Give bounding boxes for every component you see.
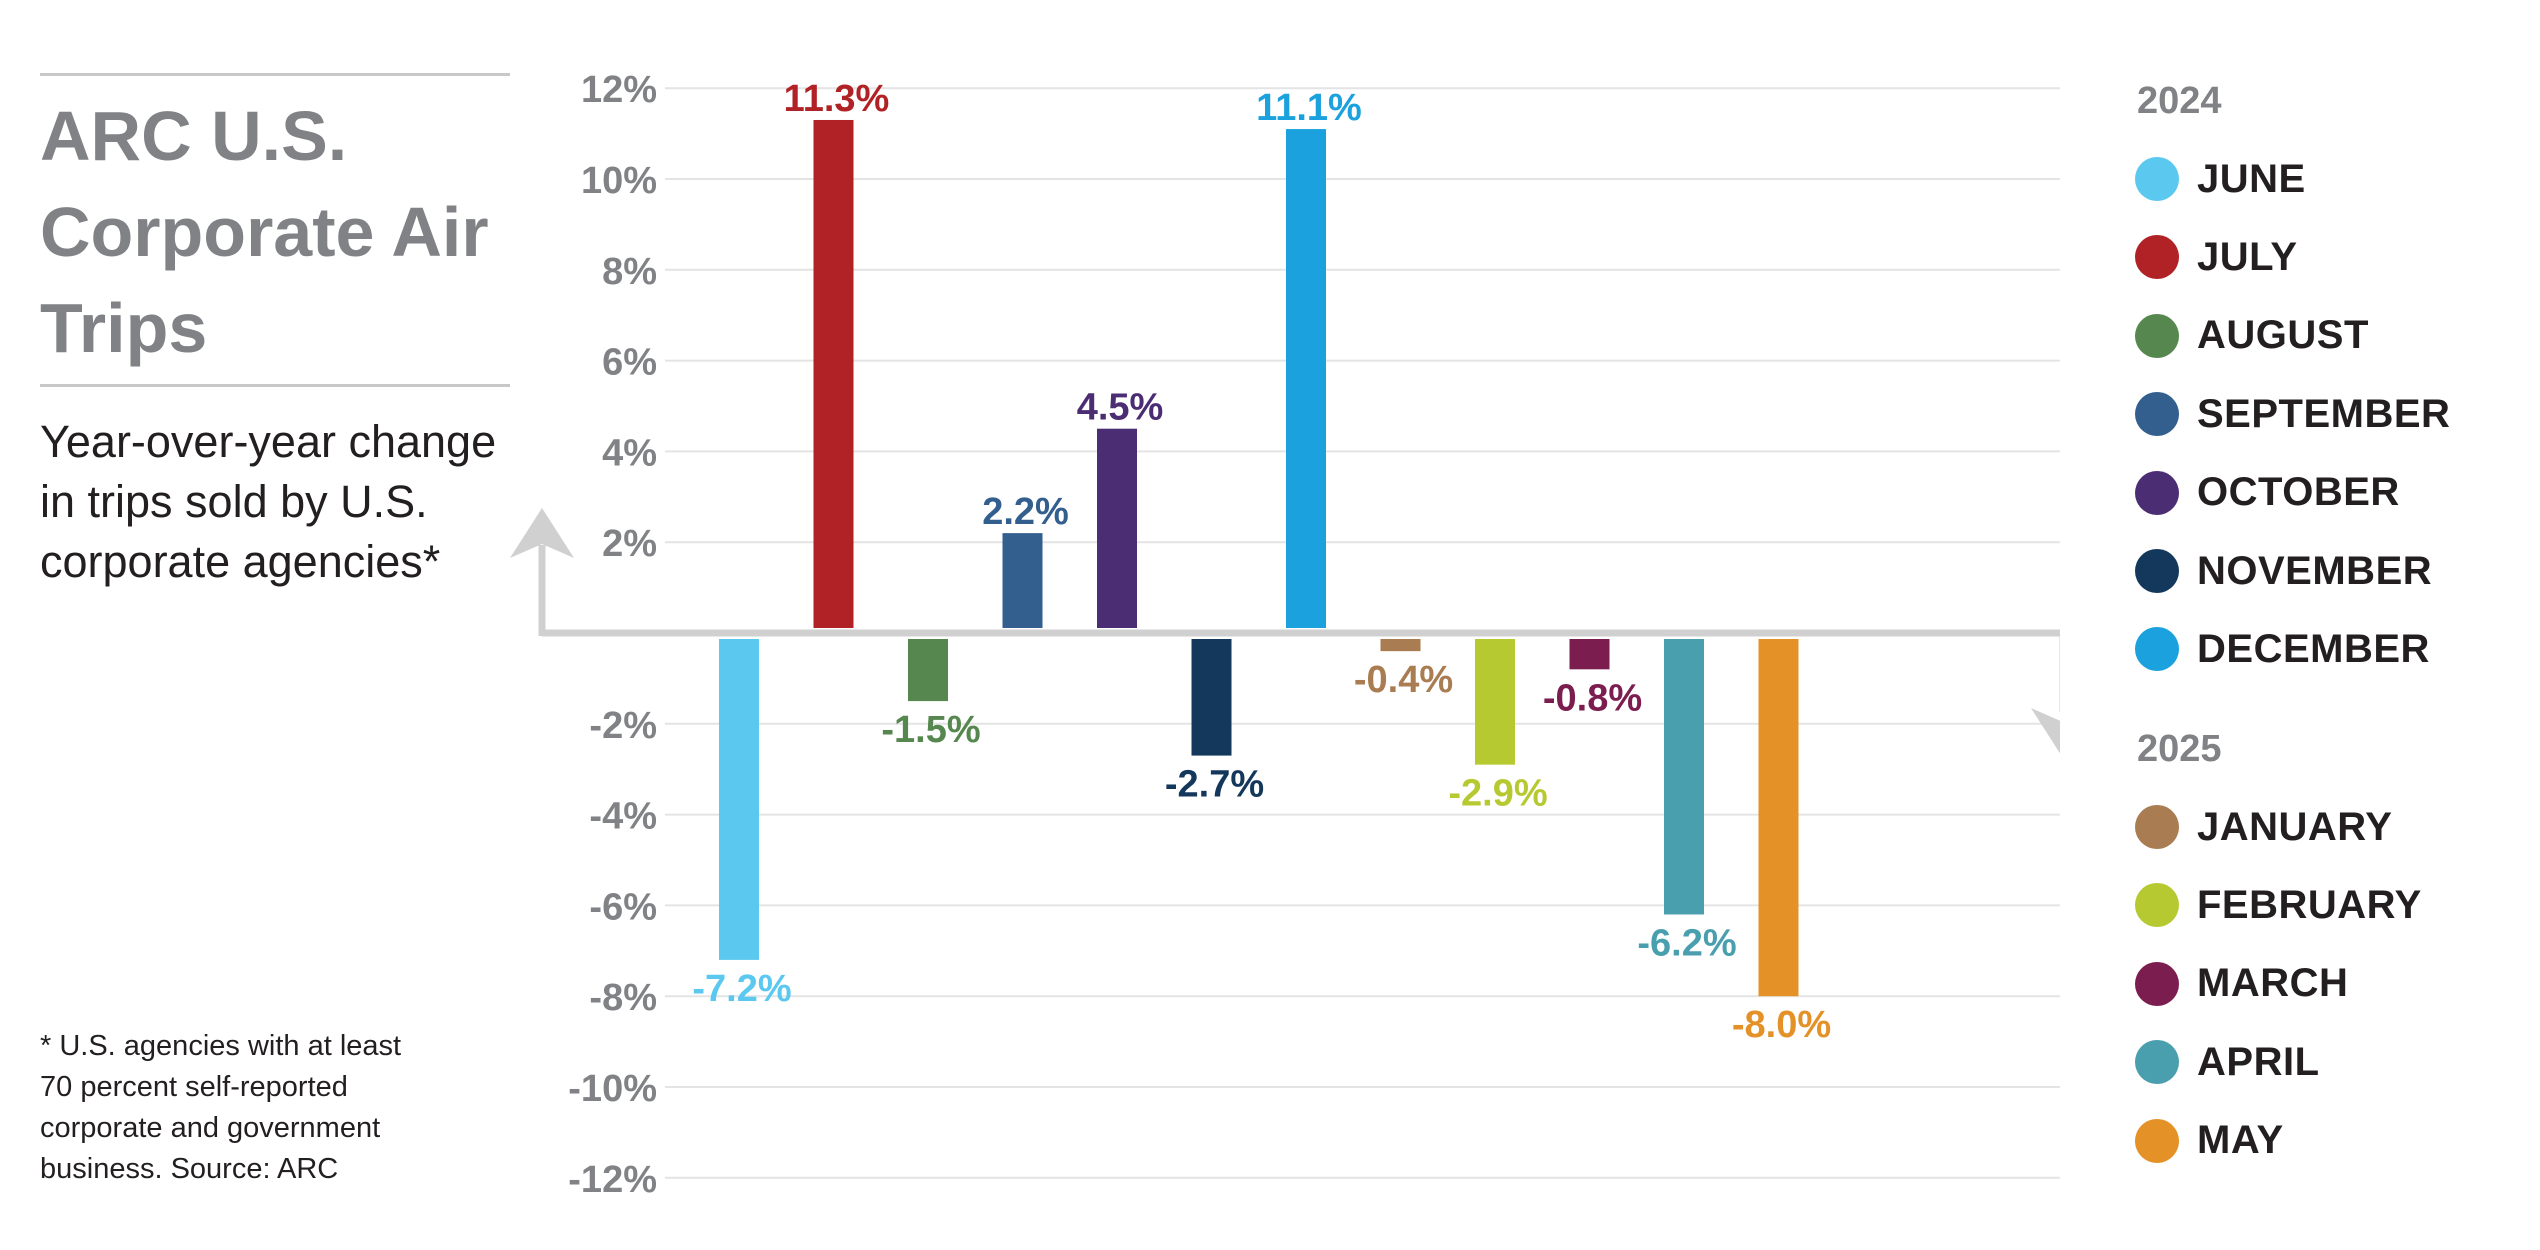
data-label-november: -2.7%: [1165, 764, 1264, 806]
legend-item-july: JULY: [2135, 230, 2298, 284]
bar-november: [1191, 639, 1232, 756]
left-panel: ARC U.S. Corporate Air Trips Year-over-y…: [40, 0, 510, 1250]
y-tick-label: 4%: [602, 432, 657, 474]
data-labels: -7.2% 11.3% -1.5% 2.2% 4.5% -2.7% 11.1% -0.4% -2…: [692, 78, 1831, 1046]
legend-label: APRIL: [2197, 1039, 2320, 1084]
legend-item-december: DECEMBER: [2135, 622, 2430, 676]
legend-swatch: [2135, 1118, 2179, 1163]
y-tick-label: 10%: [581, 160, 657, 202]
legend-swatch: [2135, 549, 2179, 593]
chart-title: ARC U.S. Corporate Air Trips: [40, 97, 489, 367]
bar-december: [1286, 129, 1326, 628]
legend-label: DECEMBER: [2197, 626, 2430, 671]
legend-swatch: [2135, 157, 2179, 201]
bar-chart: 12% 10% 8% 6% 4% 2% -2% -4% -6% -8% -10% -12% -7.2%…: [510, 69, 2060, 1201]
legend-label: OCTOBER: [2197, 470, 2400, 515]
bar-march: [1569, 639, 1610, 670]
legend-item-january: JANUARY: [2135, 800, 2392, 854]
bar-july: [813, 119, 854, 628]
legend-item-august: AUGUST: [2135, 309, 2369, 363]
y-tick-label: -6%: [589, 886, 657, 928]
y-tick-label: 12%: [581, 69, 657, 111]
legend-label: MARCH: [2197, 961, 2349, 1006]
data-label-october: 4.5%: [1077, 387, 1164, 429]
y-tick-label: 6%: [602, 342, 657, 384]
bars: [719, 119, 1799, 997]
legend-label: JULY: [2197, 234, 2298, 279]
legend-item-march: MARCH: [2135, 957, 2348, 1011]
y-tick-label: 8%: [602, 251, 657, 293]
legend-swatch: [2135, 1040, 2179, 1085]
legend-swatch: [2135, 470, 2179, 515]
chart-footnote: * U.S. agencies with at least 70 percent…: [40, 1030, 402, 1185]
legend-swatch: [2135, 883, 2179, 928]
y-tick-label: -12%: [568, 1159, 657, 1201]
legend-label: JUNE: [2197, 156, 2306, 201]
gridlines: [665, 87, 2060, 1179]
legend-label: MAY: [2197, 1118, 2284, 1163]
legend-swatch: [2135, 313, 2179, 358]
legend-label: JANUARY: [2197, 804, 2393, 849]
y-tick-label: -2%: [589, 705, 657, 747]
down-arrow-icon: [2031, 708, 2060, 754]
legend-swatch: [2135, 805, 2179, 849]
title-top-rule: [40, 73, 510, 76]
legend-item-february: FEBRUARY: [2135, 878, 2422, 932]
data-label-september: 2.2%: [982, 491, 1069, 533]
legend-swatch: [2135, 961, 2179, 1006]
zero-axis: [510, 508, 2060, 754]
data-label-august: -1.5%: [881, 709, 980, 751]
data-label-december: 11.1%: [1256, 87, 1362, 129]
title-bottom-rule: [40, 384, 510, 387]
legend-year-heading: 2025: [2137, 728, 2222, 770]
legend-item-june: JUNE: [2135, 152, 2306, 206]
y-tick-label: 2%: [602, 523, 657, 565]
bar-february: [1475, 639, 1515, 765]
legend-swatch: [2135, 392, 2179, 437]
legend-swatch: [2135, 235, 2179, 280]
bar-april: [1664, 639, 1704, 915]
up-arrow-icon: [510, 508, 574, 558]
y-tick-label: -8%: [589, 977, 657, 1019]
legend: 2024 JUNE JULY AUGUST SEPTEMBER OCTOBER NOVEMB…: [2135, 0, 2535, 1250]
legend-label: AUGUST: [2197, 313, 2369, 358]
legend-item-september: SEPTEMBER: [2135, 387, 2450, 441]
bar-june: [719, 639, 759, 960]
legend-swatch: [2135, 627, 2179, 672]
chart-subtitle: Year-over-year change in trips sold by U…: [40, 416, 497, 587]
y-tick-label: -10%: [568, 1068, 657, 1110]
bar-may: [1758, 639, 1799, 997]
data-label-june: -7.2%: [692, 968, 791, 1010]
bar-january: [1380, 639, 1421, 652]
data-label-april: -6.2%: [1637, 922, 1736, 964]
data-label-march: -0.8%: [1543, 677, 1642, 719]
legend-item-april: APRIL: [2135, 1035, 2320, 1089]
legend-label: SEPTEMBER: [2197, 391, 2451, 436]
legend-item-may: MAY: [2135, 1114, 2284, 1168]
data-label-july: 11.3%: [784, 78, 890, 120]
bar-september: [1002, 533, 1043, 628]
legend-label: NOVEMBER: [2197, 548, 2433, 593]
legend-year-heading: 2024: [2137, 80, 2222, 122]
y-axis-tick-labels: 12% 10% 8% 6% 4% 2% -2% -4% -6% -8% -10% -12%: [568, 69, 657, 1201]
bar-august: [908, 639, 948, 702]
data-label-january: -0.4%: [1354, 659, 1453, 701]
legend-item-november: NOVEMBER: [2135, 544, 2432, 598]
legend-label: FEBRUARY: [2197, 882, 2422, 927]
y-tick-label: -4%: [589, 796, 657, 838]
bar-october: [1097, 428, 1137, 628]
data-label-february: -2.9%: [1448, 773, 1547, 815]
legend-item-october: OCTOBER: [2135, 466, 2400, 520]
data-label-may: -8.0%: [1732, 1004, 1831, 1046]
